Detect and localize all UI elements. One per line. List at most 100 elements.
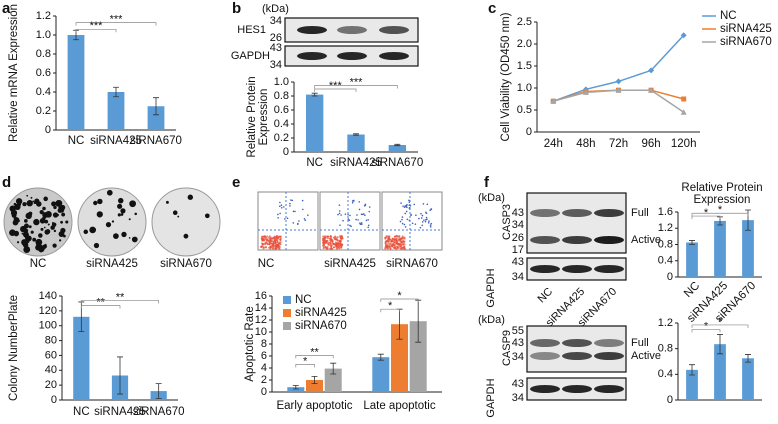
flow-event bbox=[330, 247, 333, 250]
flow-event bbox=[269, 247, 272, 250]
bar bbox=[714, 344, 726, 400]
flow-event bbox=[427, 222, 430, 224]
flow-event bbox=[421, 221, 424, 223]
flow-event bbox=[263, 235, 266, 238]
flow-event bbox=[302, 208, 304, 211]
flow-event bbox=[360, 213, 363, 216]
x-tick-label: NC bbox=[682, 280, 702, 300]
flow-event bbox=[262, 243, 265, 246]
y-tick-label: 6 bbox=[261, 350, 267, 362]
flow-event bbox=[401, 216, 404, 218]
bar bbox=[305, 94, 324, 152]
colony bbox=[93, 242, 100, 249]
flow-event bbox=[418, 217, 420, 220]
flow-event bbox=[405, 205, 407, 208]
kda-marker: 55 bbox=[512, 325, 524, 337]
flow-event bbox=[398, 235, 401, 238]
flow-event bbox=[404, 226, 407, 228]
blot-membrane bbox=[526, 192, 627, 254]
flow-event bbox=[356, 214, 358, 216]
flow-event bbox=[332, 242, 335, 245]
bar bbox=[686, 369, 698, 400]
colony bbox=[187, 194, 194, 200]
blot-band bbox=[530, 385, 560, 393]
flow-event bbox=[430, 222, 433, 225]
flow-event bbox=[405, 210, 408, 213]
blot-band bbox=[297, 26, 327, 34]
significance-label: * bbox=[718, 316, 723, 328]
flow-event bbox=[403, 247, 406, 250]
flow-event bbox=[331, 239, 334, 242]
colony bbox=[9, 229, 16, 237]
panel-letter: e bbox=[232, 174, 240, 191]
flow-event bbox=[351, 200, 354, 202]
flow-event bbox=[280, 206, 283, 209]
flow-event bbox=[404, 212, 407, 215]
colony bbox=[38, 245, 45, 253]
colony bbox=[183, 233, 189, 239]
bar bbox=[147, 106, 165, 130]
flow-event bbox=[322, 244, 325, 247]
colony bbox=[22, 202, 27, 207]
colony bbox=[204, 213, 210, 219]
chart-title-box: Relative Protein Expression bbox=[681, 182, 762, 206]
flow-event bbox=[385, 247, 388, 250]
flow-event bbox=[301, 199, 304, 202]
y-tick-label: 1.2 bbox=[658, 222, 673, 234]
kda-unit: (kDa) bbox=[478, 192, 505, 204]
colony bbox=[53, 229, 57, 233]
bar bbox=[67, 35, 85, 130]
flow-event bbox=[327, 235, 330, 238]
blot-row-label: GAPDH bbox=[485, 378, 497, 417]
flow-event bbox=[286, 217, 289, 220]
flow-event bbox=[338, 247, 341, 250]
significance-bracket bbox=[314, 85, 398, 89]
colony bbox=[23, 223, 29, 229]
bar bbox=[107, 92, 125, 130]
colony bbox=[25, 212, 32, 220]
flow-event bbox=[271, 247, 274, 250]
y-tick-label: 0.4 bbox=[36, 86, 51, 98]
flow-event bbox=[268, 237, 271, 240]
colony bbox=[58, 231, 65, 237]
flow-event bbox=[323, 238, 326, 241]
point bbox=[680, 109, 687, 115]
flow-event bbox=[330, 244, 333, 247]
y-tick-label: 0 bbox=[45, 124, 51, 136]
kda-marker: 43 bbox=[512, 378, 524, 390]
y-tick-label: 10 bbox=[255, 326, 267, 338]
y-tick-label: 2 bbox=[261, 374, 267, 386]
point bbox=[582, 89, 589, 95]
significance-bracket bbox=[75, 22, 157, 26]
colony bbox=[117, 213, 121, 217]
band-label: Full bbox=[631, 207, 649, 219]
flow-event bbox=[400, 202, 402, 204]
significance-bracket bbox=[691, 215, 721, 220]
flow-event bbox=[355, 218, 357, 221]
y-axis-label: Apoptotic Rate bbox=[244, 306, 256, 381]
flow-event bbox=[395, 245, 398, 248]
image-label: siRNA425 bbox=[86, 258, 138, 270]
point bbox=[648, 87, 655, 93]
colony bbox=[45, 211, 52, 218]
error-bar bbox=[330, 362, 337, 375]
y-tick-label: 100 bbox=[39, 320, 57, 332]
x-tick-label: NC bbox=[306, 157, 323, 169]
flow-event bbox=[425, 218, 427, 221]
blot-band bbox=[530, 339, 560, 347]
kda-marker: 26 bbox=[270, 32, 282, 44]
colony bbox=[177, 215, 180, 218]
flow-event bbox=[411, 222, 414, 225]
flow-event bbox=[422, 203, 425, 205]
flow-event bbox=[298, 220, 300, 222]
colony bbox=[36, 222, 39, 225]
flow-event bbox=[395, 237, 398, 240]
flow-event bbox=[279, 201, 281, 204]
flow-event bbox=[390, 240, 393, 243]
flow-event bbox=[430, 208, 432, 210]
error-bar bbox=[292, 385, 299, 390]
y-tick-label: 12 bbox=[255, 314, 267, 326]
blot-band bbox=[594, 236, 624, 244]
point bbox=[615, 78, 622, 85]
colony bbox=[15, 198, 23, 205]
